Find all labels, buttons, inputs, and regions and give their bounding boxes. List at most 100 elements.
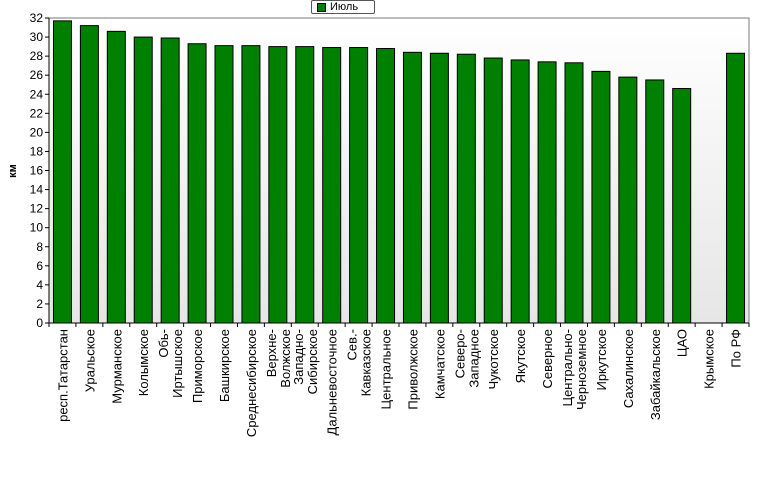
x-tick-label-line: Дальневосточное (325, 329, 340, 435)
bar (376, 48, 396, 324)
bar (537, 61, 557, 324)
bar (268, 46, 288, 324)
plot-area (48, 17, 750, 324)
x-tick-label-line: Башкирское (217, 329, 232, 402)
y-tick-label: 8 (36, 240, 43, 254)
bar (402, 51, 422, 324)
bar (591, 70, 611, 324)
x-tick-label-line: Сибирское (305, 329, 320, 394)
x-tick-label-line: Северное (540, 329, 555, 388)
x-tick-label: респ.Татарстан (55, 329, 70, 422)
legend-label: Июль (330, 1, 359, 13)
bar (79, 25, 99, 324)
x-tick-label-text: Уральское (82, 329, 97, 392)
x-tick-label-line: По РФ (729, 329, 744, 368)
x-tick-label: Камчатское (432, 329, 447, 399)
x-tick-label-line: Камчатское (432, 329, 447, 399)
x-tick-label: Сев.-Кавказское (345, 329, 374, 396)
y-tick-label: 22 (30, 106, 44, 120)
bar (52, 20, 72, 324)
x-tick-label-line: ЦАО (675, 329, 690, 357)
y-tick-label: 10 (30, 221, 44, 235)
x-tick-label-text: Западно-Сибирское (291, 329, 320, 394)
y-tick-label: 12 (30, 202, 44, 216)
x-tick-label: Крымское (702, 329, 717, 389)
x-tick-label: ЦАО (675, 329, 690, 357)
x-tick-label-line: Западно- (291, 329, 306, 385)
x-tick-label-line: Среднесибирское (244, 329, 259, 437)
x-tick-label: Западно-Сибирское (291, 329, 320, 394)
x-tick-label-line: Колымское (136, 329, 151, 396)
x-tick-label: Северо-Западное (452, 329, 481, 388)
bar (187, 43, 207, 324)
y-tick-label: 26 (30, 68, 44, 82)
x-tick-label: Приморское (190, 329, 205, 403)
x-tick-label-line: Мурманское (109, 329, 124, 404)
x-tick-label-text: Сахалинское (621, 329, 636, 408)
y-tick-label: 28 (30, 49, 44, 63)
x-tick-label: Дальневосточное (325, 329, 340, 435)
x-tick-label-line: Северо- (452, 329, 467, 378)
y-tick-label: 16 (30, 164, 44, 178)
x-tick-label-text: Северо-Западное (452, 329, 481, 388)
bar (241, 45, 261, 324)
x-tick-label-text: Иркутское (594, 329, 609, 391)
x-tick-label-text: Центральное (379, 329, 394, 409)
x-tick-label: Приволжское (405, 329, 420, 410)
x-tick-label-text: Приморское (190, 329, 205, 403)
bar (295, 46, 315, 324)
x-tick-label: По РФ (729, 329, 744, 368)
bar (483, 57, 503, 324)
x-tick-label-line: Иркутское (594, 329, 609, 391)
x-tick-label: Верхне-Волжское (264, 329, 293, 388)
x-tick-label-text: Башкирское (217, 329, 232, 402)
x-tick-label-line: Верхне- (264, 329, 279, 377)
bar (456, 53, 476, 324)
x-tick-label: Среднесибирское (244, 329, 259, 437)
x-tick-label-line: Обь- (156, 329, 171, 358)
x-tick-label: Северное (540, 329, 555, 388)
x-tick-label-text: По РФ (729, 329, 744, 368)
x-tick-label-line: Центральное (379, 329, 394, 409)
x-tick-label: Центральное (379, 329, 394, 409)
x-tick-label-text: Среднесибирское (244, 329, 259, 437)
x-tick-label-line: Чукотское (486, 329, 501, 390)
x-tick-label-line: Кавказское (359, 329, 374, 396)
x-tick-label-line: Сев.- (345, 329, 360, 360)
bar (429, 52, 449, 324)
x-tick-label-text: Крымское (702, 329, 717, 389)
x-tick-label-text: Камчатское (432, 329, 447, 399)
bar (322, 47, 342, 324)
legend-swatch (317, 2, 326, 12)
bar (106, 30, 126, 324)
x-tick-label-line: Приморское (190, 329, 205, 403)
x-tick-label-line: Забайкальское (648, 329, 663, 420)
y-tick-label: 2 (36, 297, 43, 311)
bar (564, 62, 584, 324)
y-tick-label: 14 (30, 183, 44, 197)
bar (672, 88, 692, 324)
x-tick-label-line: Приволжское (405, 329, 420, 410)
x-tick-label-line: Центрально- (560, 329, 575, 407)
y-axis-title: км (7, 164, 19, 178)
x-tick-label: Чукотское (486, 329, 501, 390)
x-tick-label-text: Сев.-Кавказское (345, 329, 374, 396)
x-tick-label: Уральское (82, 329, 97, 392)
x-tick-label-text: Колымское (136, 329, 151, 396)
y-tick-label: 4 (36, 278, 43, 292)
x-tick-label-text: Центрально-Черноземное (560, 329, 589, 410)
bar (510, 59, 530, 324)
x-tick-label-line: Западное (466, 329, 481, 388)
x-tick-label: Якутское (513, 329, 528, 383)
x-tick-label: Башкирское (217, 329, 232, 402)
x-tick-label-line: Волжское (278, 329, 293, 388)
y-tick-label: 0 (36, 316, 43, 330)
x-tick-label-line: Сахалинское (621, 329, 636, 408)
x-tick-label-text: Северное (540, 329, 555, 388)
x-tick-label: Сахалинское (621, 329, 636, 408)
legend: Июль (311, 0, 375, 14)
x-tick-label-line: Уральское (82, 329, 97, 392)
bar (160, 37, 180, 324)
